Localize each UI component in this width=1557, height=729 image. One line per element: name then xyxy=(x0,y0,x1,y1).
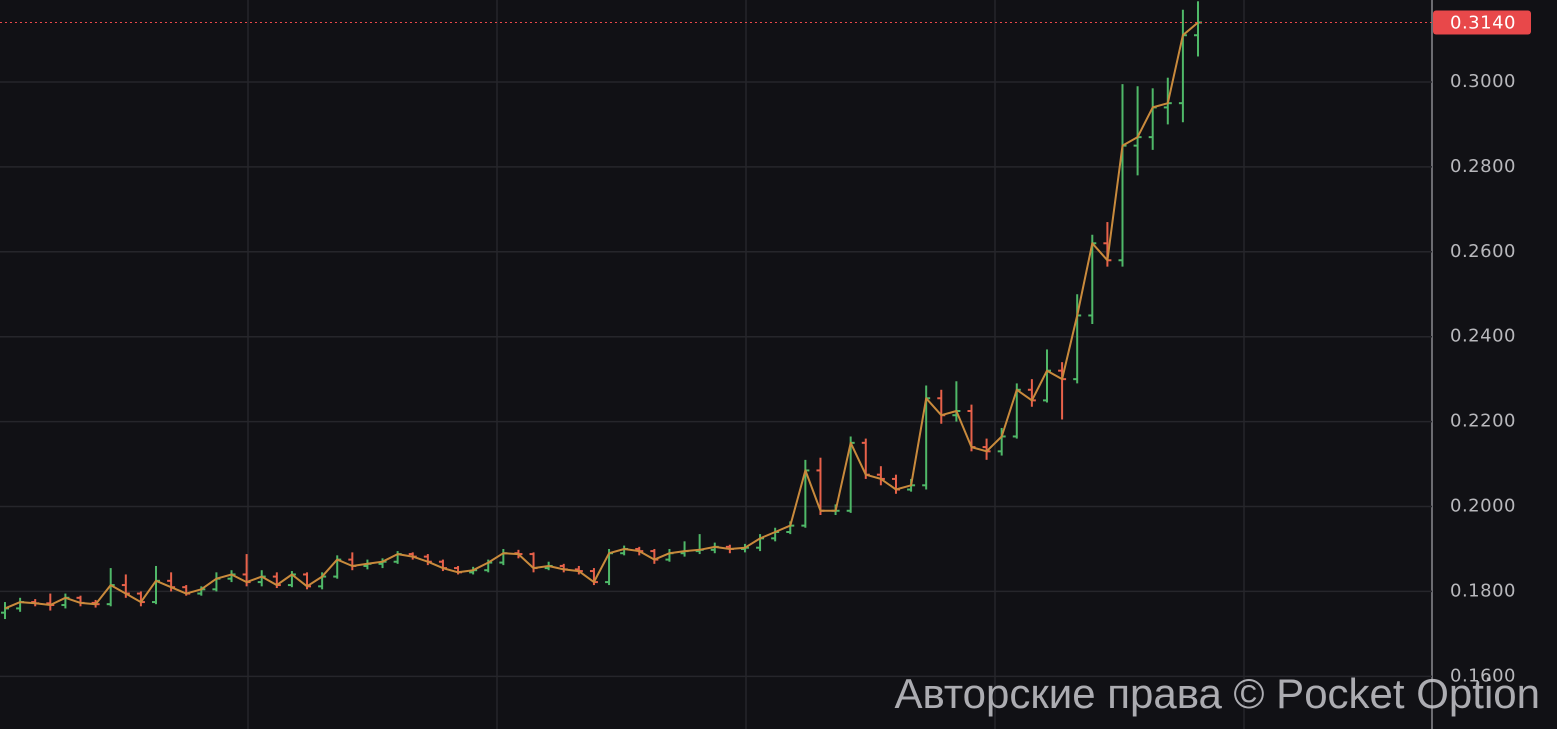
y-tick-label: 0.3000 xyxy=(1450,71,1516,92)
y-tick-label: 0.2200 xyxy=(1450,411,1516,432)
y-tick-label: 0.2600 xyxy=(1450,241,1516,262)
y-tick-label: 0.2000 xyxy=(1450,496,1516,517)
watermark: Авторские права © Pocket Option xyxy=(894,670,1540,717)
y-tick-label: 0.1800 xyxy=(1450,580,1516,601)
y-tick-label: 0.2400 xyxy=(1450,326,1516,347)
y-tick-label: 0.2800 xyxy=(1450,156,1516,177)
y-tick-label: 0.1600 xyxy=(1450,665,1516,686)
last-price-label: 0.3140 xyxy=(1450,13,1516,34)
last-price-box xyxy=(1433,10,1531,35)
close-line xyxy=(4,21,1199,610)
vertical-grid xyxy=(247,0,1245,729)
